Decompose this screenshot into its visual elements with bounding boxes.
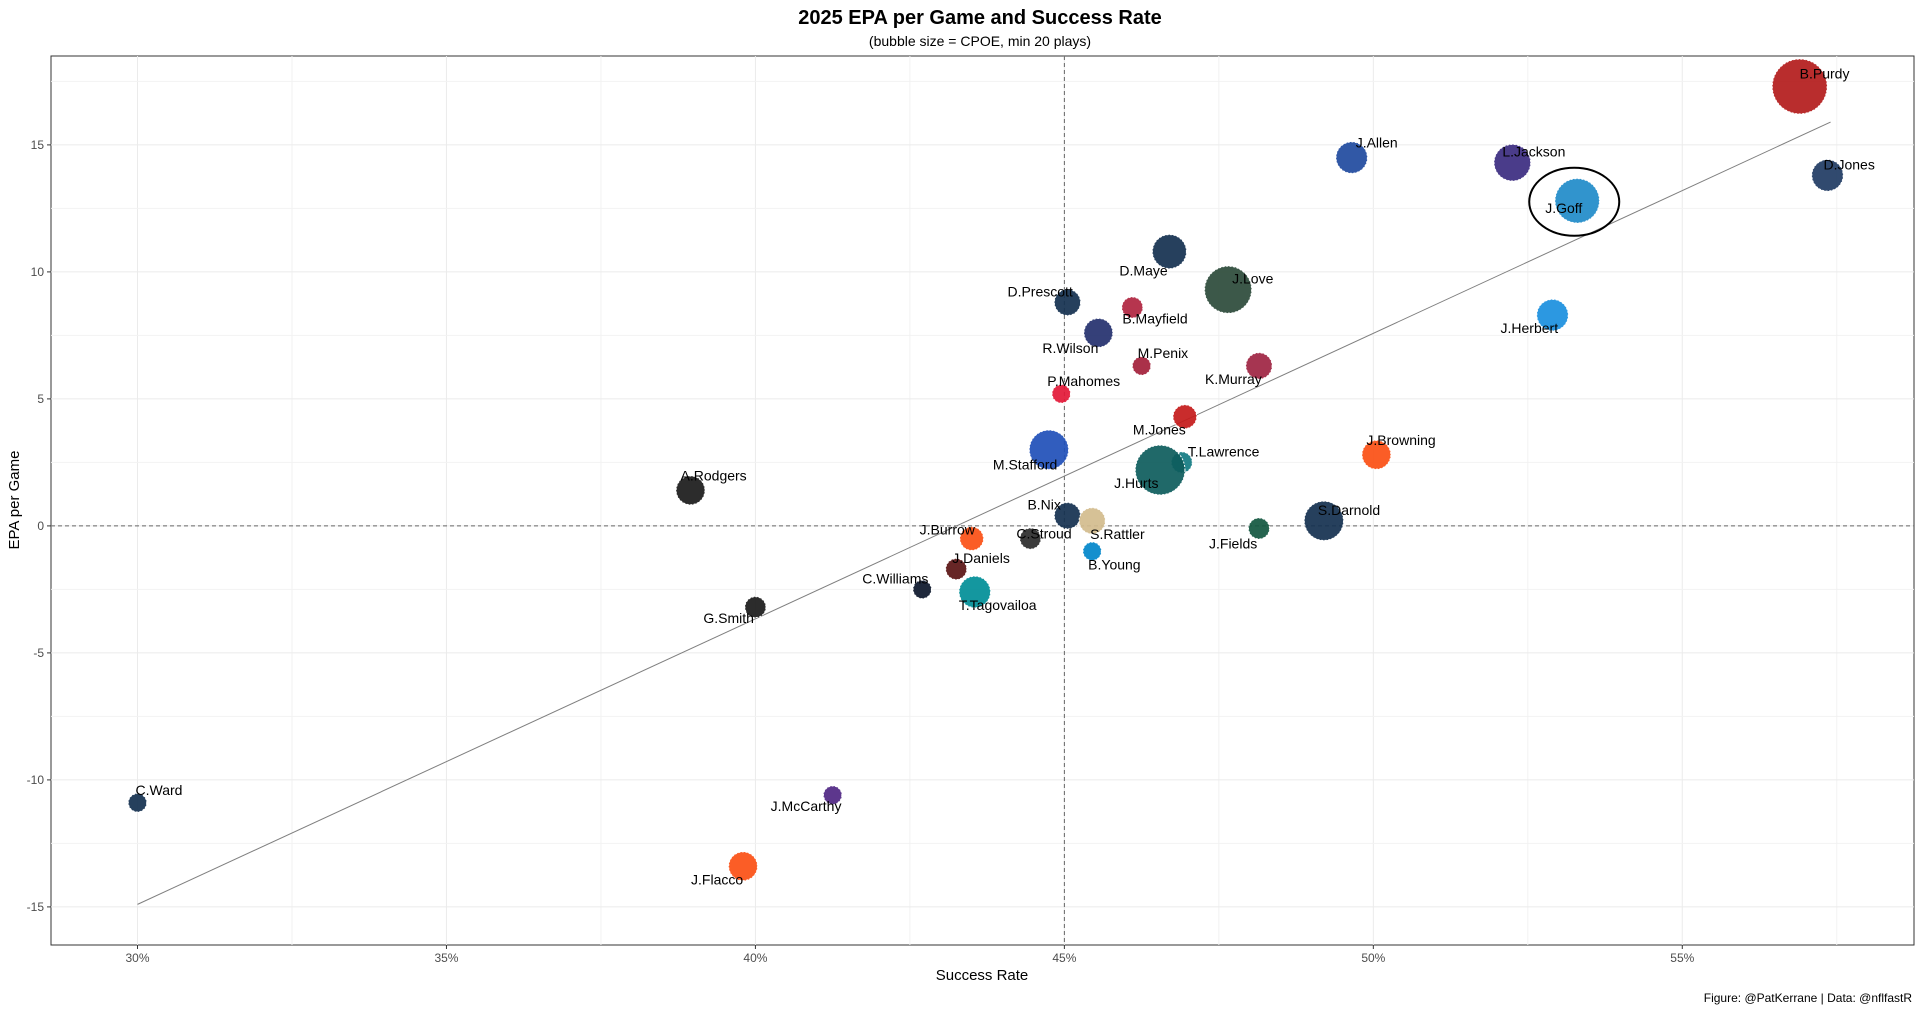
data-point-t-tagovailoa	[958, 575, 991, 609]
point-label: B.Young	[1088, 556, 1140, 572]
reference-lines	[51, 56, 1914, 945]
data-point-s-rattler	[1078, 507, 1106, 535]
data-point-d-jones	[1811, 159, 1844, 192]
point-label: D.Jones	[1823, 156, 1874, 172]
x-tick-label: 45%	[1052, 951, 1076, 965]
data-point-j-fields	[1248, 517, 1271, 540]
data-point-j-burrow	[959, 526, 984, 551]
x-tick-label: 50%	[1361, 951, 1385, 965]
x-axis-ticks: 30% 35% 40% 45% 50% 55%	[125, 945, 1695, 965]
highlight-ring	[1528, 166, 1621, 237]
point-label: J.Herbert	[1501, 320, 1559, 336]
plot-panel	[50, 55, 1915, 946]
data-point-j-flacco	[728, 851, 758, 882]
highlight-ellipse	[1528, 166, 1621, 237]
point-labels: B.Purdy J.Allen L.Jackson D.Jones J.Goff D.Ma…	[136, 65, 1875, 887]
point-label: J.Hurts	[1114, 475, 1158, 491]
point-label: R.Wilson	[1042, 340, 1098, 356]
y-axis-ticks: -15 -10 -5 0 5 10 15	[27, 138, 51, 914]
point-label: J.Browning	[1366, 432, 1435, 448]
point-label: J.Daniels	[952, 550, 1010, 566]
chart-title: 2025 EPA per Game and Success Rate	[798, 7, 1162, 29]
data-point-j-herbert	[1536, 298, 1569, 332]
data-point-d-prescott	[1053, 288, 1082, 316]
data-point-c-ward	[127, 793, 148, 813]
point-label: C.Williams	[862, 570, 928, 586]
data-point-j-goff	[1554, 178, 1600, 224]
y-tick-label: 5	[37, 392, 44, 406]
regression-line	[137, 121, 1831, 905]
data-point-m-stafford	[1028, 429, 1070, 470]
data-point-j-browning	[1361, 439, 1392, 470]
y-axis-title: EPA per Game	[6, 451, 23, 550]
point-label: J.Fields	[1209, 535, 1257, 551]
point-label: A.Rodgers	[681, 467, 747, 483]
point-label: S.Rattler	[1090, 526, 1145, 542]
x-tick-label: 40%	[743, 951, 767, 965]
point-label: K.Murray	[1205, 371, 1262, 387]
data-point-p-mahomes	[1051, 384, 1071, 404]
data-point-b-purdy	[1771, 58, 1828, 115]
data-point-r-wilson	[1083, 317, 1114, 348]
y-tick-label: -15	[27, 900, 45, 914]
point-label: J.Goff	[1545, 200, 1582, 216]
data-point-c-stroud	[1019, 527, 1042, 550]
point-label: B.Mayfield	[1122, 310, 1187, 326]
x-tick-label: 55%	[1670, 951, 1694, 965]
y-tick-label: 15	[31, 138, 45, 152]
data-point-s-darnold	[1303, 500, 1344, 541]
data-point-b-mayfield	[1121, 296, 1144, 319]
point-label: J.Flacco	[691, 871, 743, 887]
x-axis-title: Success Rate	[936, 967, 1029, 984]
point-label: J.Allen	[1356, 135, 1398, 151]
x-tick-label: 35%	[434, 951, 458, 965]
data-point-l-jackson	[1493, 143, 1532, 182]
data-point-g-smith	[744, 596, 767, 619]
point-label: J.Burrow	[920, 522, 976, 538]
point-label: M.Jones	[1133, 422, 1186, 438]
chart-caption: Figure: @PatKerrane | Data: @nflfastR	[1704, 991, 1913, 1005]
point-label: D.Maye	[1119, 263, 1167, 279]
point-label: C.Stroud	[1016, 526, 1071, 542]
y-tick-label: -5	[33, 646, 44, 660]
x-tick-label: 30%	[125, 951, 149, 965]
point-label: P.Mahomes	[1047, 373, 1120, 389]
y-tick-label: -10	[27, 773, 45, 787]
data-point-j-love	[1204, 265, 1253, 314]
point-label: T.Lawrence	[1188, 443, 1260, 459]
data-point-k-murray	[1245, 352, 1273, 380]
point-label: M.Stafford	[993, 457, 1057, 473]
point-label: M.Penix	[1138, 345, 1189, 361]
data-point-a-rodgers	[675, 475, 706, 506]
data-point-j-mccarthy	[822, 785, 843, 805]
point-label: D.Prescott	[1007, 283, 1072, 299]
trend-line	[137, 121, 1831, 905]
data-point-m-jones	[1172, 404, 1198, 429]
point-label: T.Tagovailoa	[959, 597, 1037, 613]
data-point-m-penix	[1131, 356, 1152, 376]
data-point-j-daniels	[945, 558, 968, 581]
chart-subtitle: (bubble size = CPOE, min 20 plays)	[869, 33, 1091, 49]
data-point-d-maye	[1151, 234, 1187, 270]
data-point-c-williams	[912, 579, 932, 600]
y-tick-label: 0	[37, 519, 44, 533]
data-points	[127, 58, 1844, 882]
y-tick-label: 10	[31, 265, 45, 279]
data-point-j-hurts	[1134, 444, 1186, 496]
point-label: B.Nix	[1027, 497, 1060, 513]
point-label: G.Smith	[703, 610, 754, 626]
point-label: J.McCarthy	[771, 798, 842, 814]
data-point-b-young	[1082, 541, 1102, 561]
point-label: L.Jackson	[1502, 144, 1565, 160]
point-label: S.Darnold	[1318, 502, 1380, 518]
point-label: B.Purdy	[1800, 65, 1850, 81]
point-label: C.Ward	[136, 782, 183, 798]
data-point-j-allen	[1335, 141, 1368, 174]
point-label: J.Love	[1232, 271, 1273, 287]
grid-lines	[51, 56, 1914, 945]
